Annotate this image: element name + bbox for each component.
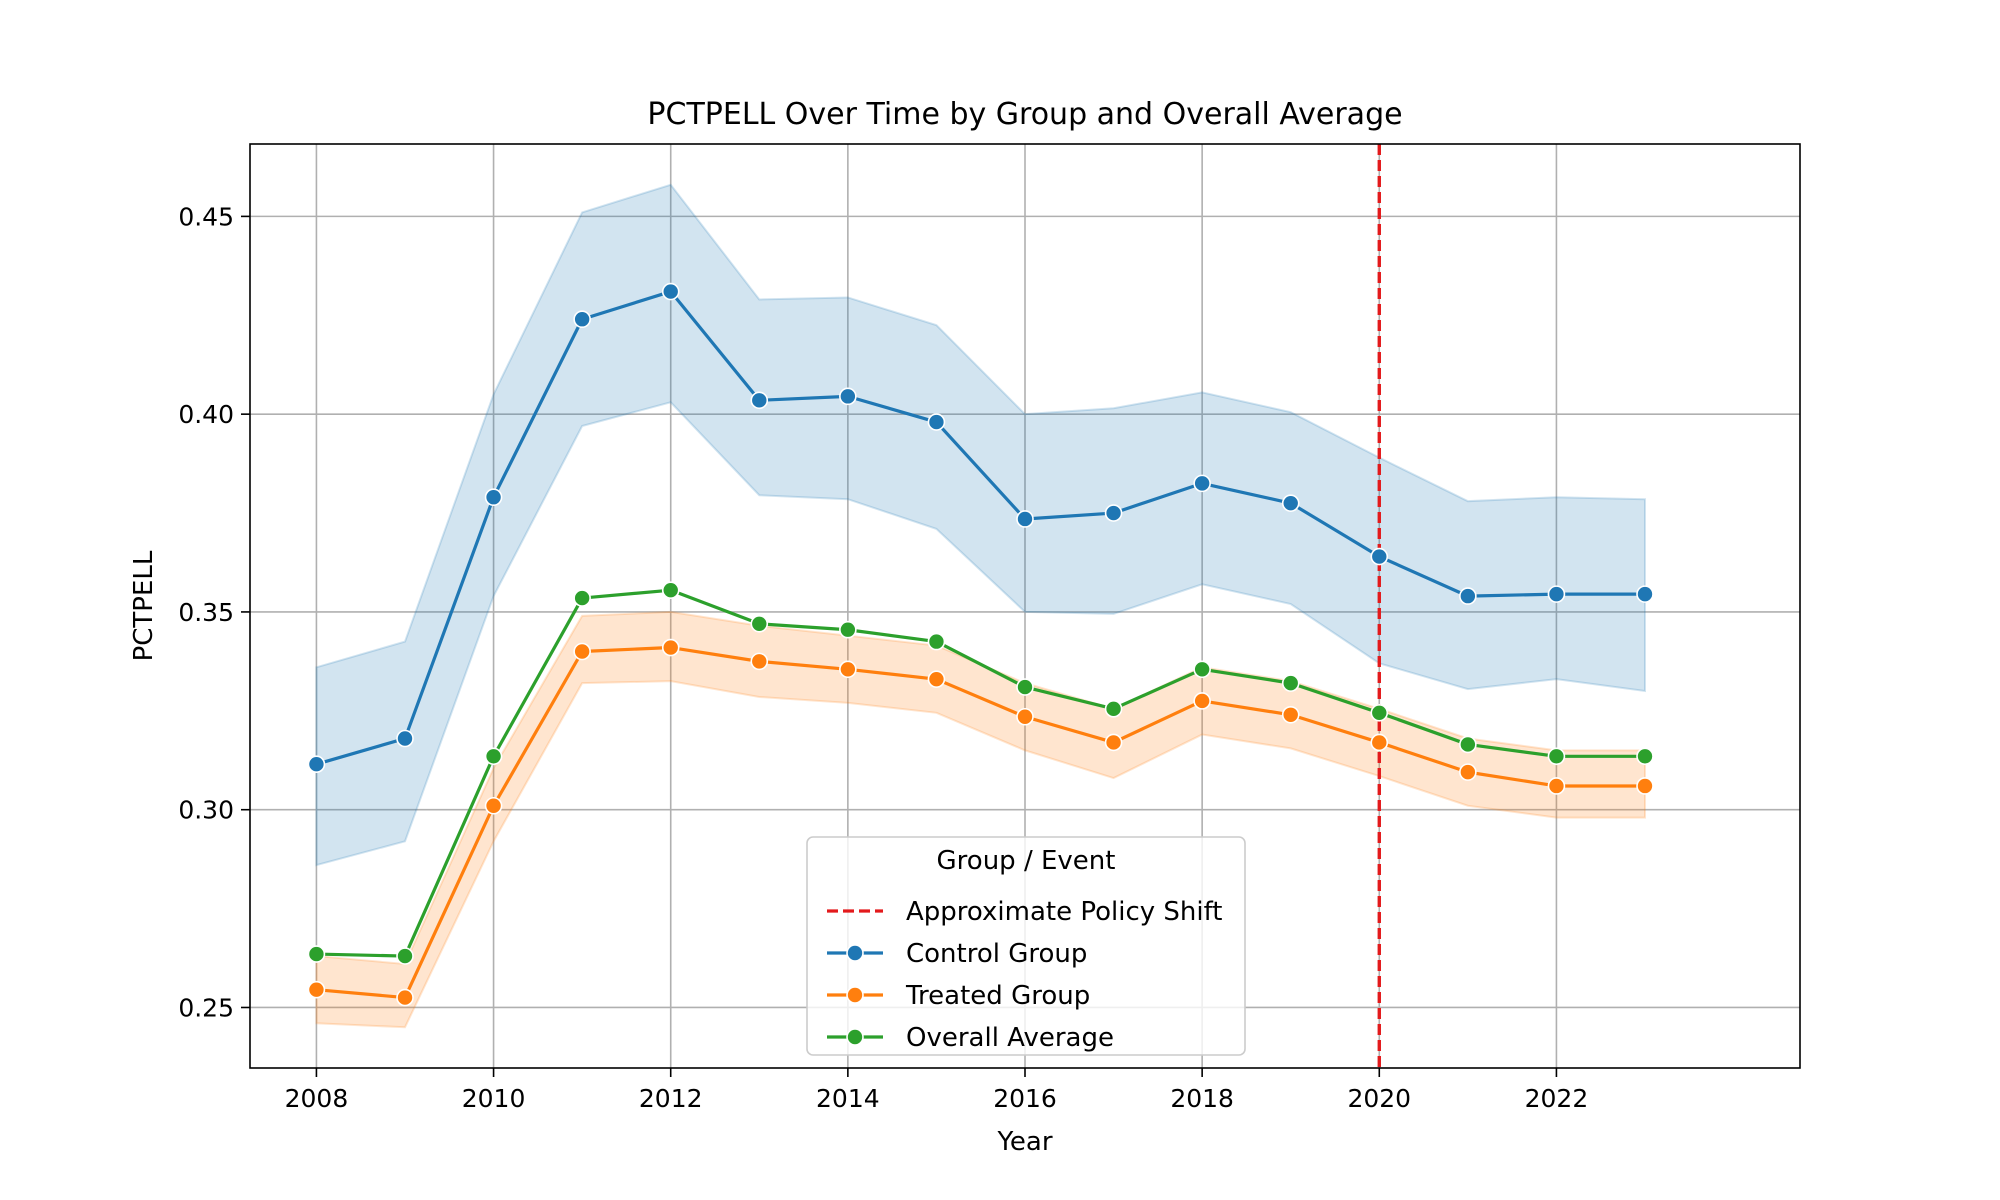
data-point-treated-group: [1281, 705, 1300, 724]
axis-ticks: 2008 2010 2012 2014 2016 2018 2020 2022 0.25 0.30…: [178, 202, 1588, 1113]
series-line-overall-average: [316, 588, 1645, 958]
y-tick-label: 0.45: [178, 202, 234, 231]
y-tick-label: 0.30: [178, 796, 234, 825]
data-point-control-group: [1547, 585, 1566, 603]
y-axis-label: PCTPELL: [129, 550, 159, 661]
data-point-overall-average: [1547, 747, 1566, 766]
data-point-overall-average: [484, 747, 503, 766]
data-point-overall-average: [839, 620, 857, 639]
data-point-treated-group: [1016, 707, 1034, 726]
data-point-treated-group: [396, 988, 414, 1007]
series-lines: [307, 282, 1654, 1007]
data-point-overall-average: [1016, 678, 1034, 696]
x-axis-label: Year: [996, 1127, 1052, 1157]
data-point-treated-group: [1547, 777, 1566, 795]
data-point-overall-average: [1104, 700, 1123, 718]
data-point-treated-group: [1636, 777, 1654, 795]
legend-title: Group / Event: [937, 846, 1116, 876]
data-point-control-group: [484, 488, 503, 507]
data-point-overall-average: [1370, 703, 1389, 722]
y-tick-label: 0.40: [178, 400, 234, 429]
legend-entries: Approximate Policy Shift Control Group Tre…: [827, 897, 1223, 1053]
legend-label-treated-group: Treated Group: [905, 981, 1090, 1011]
x-tick-label: 2016: [993, 1084, 1057, 1113]
y-tick-label: 0.35: [178, 598, 234, 627]
data-point-treated-group: [750, 652, 769, 671]
data-point-treated-group: [839, 660, 857, 679]
confidence-bands: [315, 183, 1646, 1029]
legend-label-control-group: Control Group: [906, 939, 1087, 969]
data-point-control-group: [1193, 474, 1211, 493]
legend-box: [806, 836, 1246, 1056]
data-point-treated-group: [1193, 692, 1211, 710]
data-point-treated-group: [1104, 733, 1123, 752]
x-tick-label: 2014: [816, 1084, 880, 1113]
data-point-control-group: [307, 755, 326, 774]
data-point-overall-average: [307, 945, 326, 963]
data-point-control-group: [927, 413, 946, 431]
x-tick-label: 2008: [285, 1084, 349, 1113]
data-point-control-group: [396, 729, 414, 748]
data-point-control-group: [839, 387, 857, 406]
legend: Group / Event Approximate Policy Shift Co…: [806, 836, 1246, 1056]
legend-marker-control-group: [846, 944, 864, 962]
data-point-treated-group: [573, 642, 591, 661]
data-point-control-group: [1281, 494, 1300, 512]
ci-band-control-group: [315, 183, 1646, 867]
data-point-treated-group: [307, 980, 326, 999]
ci-band-treated-group: [315, 610, 1646, 1029]
legend-marker-treated-group: [846, 986, 864, 1004]
data-point-overall-average: [750, 614, 769, 633]
data-point-treated-group: [1370, 733, 1389, 752]
data-point-control-group: [1459, 587, 1477, 605]
data-point-overall-average: [396, 947, 414, 965]
x-tick-label: 2022: [1525, 1084, 1589, 1113]
x-tick-label: 2018: [1170, 1084, 1234, 1113]
series-line-control-group: [315, 289, 1645, 766]
data-point-control-group: [573, 310, 591, 329]
data-point-overall-average: [1281, 674, 1300, 692]
data-point-treated-group: [661, 638, 680, 657]
x-tick-label: 2010: [462, 1084, 526, 1113]
chart-title: PCTPELL Over Time by Group and Overall A…: [647, 97, 1402, 132]
series-line-treated-group: [316, 645, 1645, 1000]
data-point-overall-average: [1459, 735, 1477, 754]
data-point-control-group: [661, 282, 680, 301]
data-point-treated-group: [484, 796, 503, 815]
legend-marker-overall-average: [846, 1028, 864, 1046]
data-point-control-group: [1104, 504, 1123, 522]
data-point-overall-average: [661, 581, 680, 599]
data-point-control-group: [750, 391, 769, 410]
x-tick-label: 2020: [1347, 1084, 1411, 1113]
data-point-overall-average: [1636, 747, 1654, 766]
legend-label-overall-average: Overall Average: [906, 1023, 1114, 1053]
data-point-overall-average: [573, 589, 591, 607]
data-point-overall-average: [927, 632, 946, 651]
data-point-control-group: [1370, 547, 1389, 566]
data-point-overall-average: [1193, 660, 1211, 679]
y-tick-label: 0.25: [178, 993, 234, 1022]
data-point-treated-group: [1459, 763, 1477, 781]
data-point-treated-group: [927, 670, 946, 688]
data-point-control-group: [1016, 510, 1034, 528]
legend-label-approximate-policy-shift: Approximate Policy Shift: [906, 897, 1223, 927]
data-point-control-group: [1636, 585, 1654, 603]
x-tick-label: 2012: [639, 1084, 703, 1113]
